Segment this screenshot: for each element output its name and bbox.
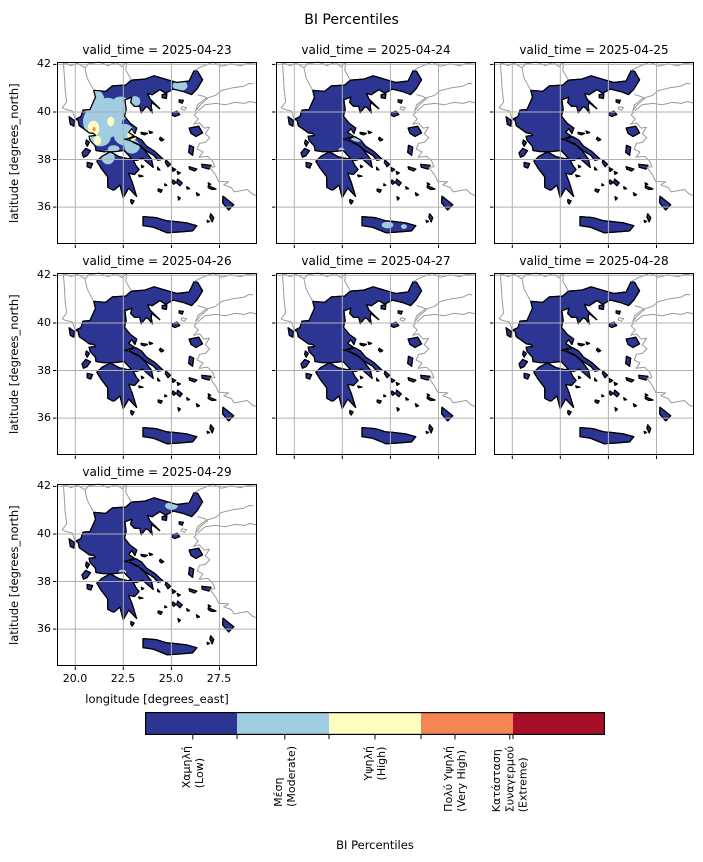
coastline — [505, 281, 672, 445]
colorbar-frame — [145, 712, 605, 735]
colorbar-class-label: Πολύ Υψηλή (Very High) — [441, 746, 468, 812]
facet-panel-2025-04-28: valid_time = 2025-04-28 — [490, 254, 694, 459]
colorbar — [145, 712, 605, 740]
y-tick-label: 38 — [37, 153, 51, 166]
overlay-moderate — [381, 221, 394, 229]
map-canvas — [53, 61, 257, 248]
axes-spine — [57, 484, 257, 666]
overlay-moderate — [109, 96, 132, 121]
y-tick-label: 36 — [37, 622, 51, 635]
axes-spine — [57, 62, 257, 244]
x-tick-label: 25.0 — [158, 672, 184, 685]
y-tick-label: 40 — [37, 527, 51, 540]
subplot-title: valid_time = 2025-04-26 — [82, 254, 232, 268]
colorbar-segment-high — [329, 712, 421, 735]
axes-spine — [57, 273, 257, 455]
facet-panel-2025-04-23: valid_time = 2025-04-23 — [53, 43, 257, 248]
overlay-high — [93, 135, 102, 146]
map-canvas — [53, 483, 257, 670]
colorbar-segment-low — [145, 712, 237, 735]
gokceada-outline — [617, 317, 625, 322]
axes-spine — [276, 273, 476, 455]
subplot-title: valid_time = 2025-04-29 — [82, 465, 232, 479]
y-axis-label: latitude [degrees_north] — [7, 505, 21, 645]
x-tick-label: 22.5 — [110, 672, 136, 685]
y-tick-label: 42 — [37, 268, 51, 281]
y-tick-label: 40 — [37, 105, 51, 118]
overlay-very_high — [92, 127, 96, 132]
facet-panel-2025-04-25: valid_time = 2025-04-25 — [490, 43, 694, 248]
colorbar-segment-very-high — [421, 712, 513, 735]
gokceada-outline — [180, 528, 188, 533]
coastline — [68, 281, 235, 445]
facet-panel-2025-04-26: valid_time = 2025-04-26 — [53, 254, 257, 459]
coastline — [287, 281, 454, 445]
subplot-title: valid_time = 2025-04-24 — [301, 43, 451, 57]
facet-panel-2025-04-27: valid_time = 2025-04-27 — [272, 254, 476, 459]
figure-title: BI Percentiles — [304, 12, 399, 28]
colorbar-class-label: Υψηλή (High) — [361, 746, 388, 781]
coastline — [68, 492, 235, 656]
overlay-moderate — [172, 80, 188, 91]
x-axis-label: longitude [degrees_east] — [85, 692, 229, 706]
colorbar-segment-extreme — [513, 712, 605, 735]
coastline — [68, 70, 235, 234]
gokceada-outline — [399, 106, 407, 111]
y-tick-label: 42 — [37, 57, 51, 70]
y-axis-label: latitude [degrees_north] — [7, 83, 21, 223]
overlay-moderate — [107, 145, 120, 153]
subplot-title: valid_time = 2025-04-27 — [301, 254, 451, 268]
coastline — [287, 70, 454, 234]
map-canvas — [272, 61, 476, 248]
y-tick-label: 38 — [37, 364, 51, 377]
subplot-title: valid_time = 2025-04-25 — [519, 43, 669, 57]
facet-panel-2025-04-24: valid_time = 2025-04-24 — [272, 43, 476, 248]
facet-panel-2025-04-29: valid_time = 2025-04-29 — [53, 465, 257, 670]
map-canvas — [490, 61, 694, 248]
colorbar-class-label: Μέση (Moderate) — [271, 746, 298, 807]
gokceada-outline — [180, 106, 188, 111]
gokceada-outline — [617, 106, 625, 111]
coastline — [505, 70, 672, 234]
gokceada-outline — [399, 317, 407, 322]
x-tick-label: 20.0 — [62, 672, 88, 685]
map-canvas — [272, 272, 476, 459]
colorbar-labels: Χαμηλή (Low) Μέση (Moderate) Υψηλή (High) Πολύ… — [145, 746, 605, 841]
y-tick-label: 36 — [37, 411, 51, 424]
y-tick-label: 40 — [37, 316, 51, 329]
y-tick-label: 38 — [37, 575, 51, 588]
y-tick-label: 36 — [37, 200, 51, 213]
y-tick-label: 42 — [37, 479, 51, 492]
colorbar-class-label: Χαμηλή (Low) — [179, 746, 206, 789]
colorbar-title: BI Percentiles — [336, 838, 414, 852]
overlay-moderate — [401, 224, 407, 230]
colorbar-segment-moderate — [237, 712, 329, 735]
gokceada-outline — [180, 317, 188, 322]
overlay-high — [107, 116, 115, 127]
y-axis-label: latitude [degrees_north] — [7, 294, 21, 434]
map-canvas — [490, 272, 694, 459]
axes-spine — [494, 62, 694, 244]
colorbar-class-label: Κατάσταση Συναγερμού (Extreme) — [490, 746, 530, 813]
map-canvas — [53, 272, 257, 459]
x-tick-label: 27.5 — [206, 672, 232, 685]
axes-spine — [276, 62, 476, 244]
subplot-title: valid_time = 2025-04-23 — [82, 43, 232, 57]
subplot-title: valid_time = 2025-04-28 — [519, 254, 669, 268]
axes-spine — [494, 273, 694, 455]
